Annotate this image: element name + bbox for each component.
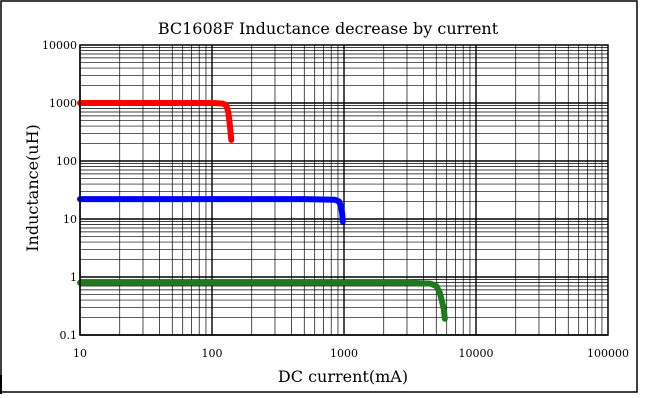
tick-labels: 10 100 1000 10000 100000 0.1 1 10 100 1000 10000 xyxy=(42,39,629,360)
x-tick-label: 10000 xyxy=(459,347,494,360)
series-line-2 xyxy=(77,196,346,225)
y-tick-label: 100 xyxy=(56,155,77,168)
outer-border xyxy=(0,0,638,393)
plot-area-border xyxy=(79,44,609,336)
x-tick-label: 100 xyxy=(202,347,223,360)
y-axis-label: Inductance(uH) xyxy=(23,124,42,252)
y-tick-label: 1000 xyxy=(49,97,77,110)
x-tick-label: 100000 xyxy=(587,347,629,360)
y-tick-label: 1 xyxy=(70,271,77,284)
y-tick-label: 0.1 xyxy=(60,329,78,342)
y-tick-label: 10 xyxy=(63,213,77,226)
grid-lines xyxy=(79,45,608,336)
series-lines xyxy=(77,100,448,322)
chart-title: BC1608F Inductance decrease by current xyxy=(158,19,499,38)
series-line-1 xyxy=(77,100,235,143)
x-tick-label: 10 xyxy=(73,347,87,360)
x-axis-label: DC current(mA) xyxy=(278,367,408,386)
y-tick-label: 10000 xyxy=(42,39,77,52)
x-tick-label: 1000 xyxy=(330,347,358,360)
series-line-3 xyxy=(77,279,448,322)
